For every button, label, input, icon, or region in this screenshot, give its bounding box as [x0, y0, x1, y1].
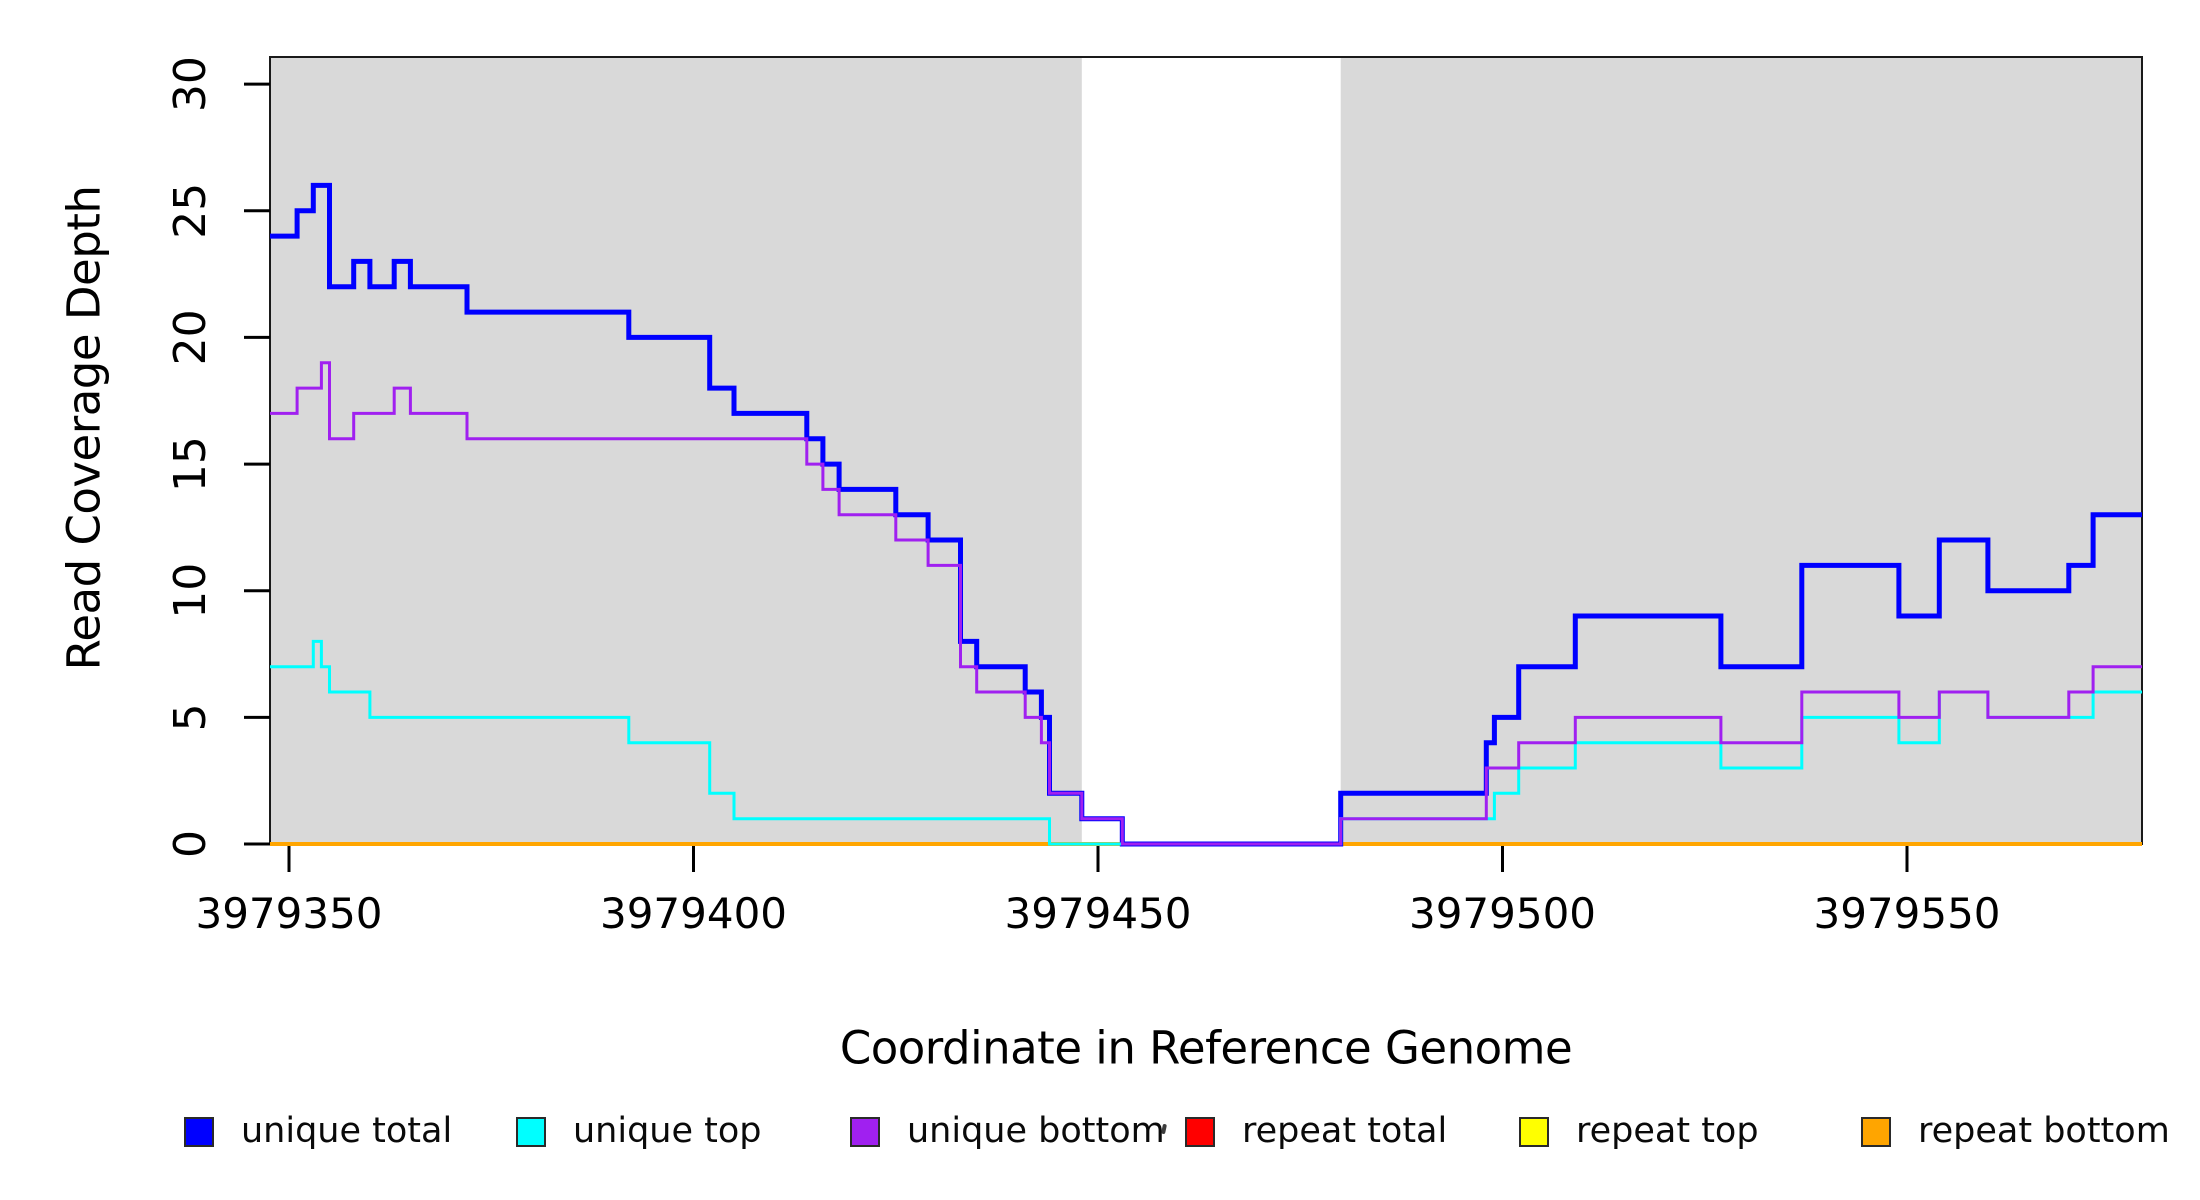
- y-axis-title: Read Coverage Depth: [57, 185, 111, 671]
- y-tick-label: 10: [165, 563, 216, 619]
- legend-swatch-repeat-top: [1519, 1117, 1549, 1147]
- legend-swatch-unique-bottom: [850, 1117, 880, 1147]
- series-unique-total: [270, 182, 2142, 847]
- legend-swatch-repeat-total: [1185, 1117, 1215, 1147]
- legend-label: repeat bottom: [1918, 1111, 2170, 1151]
- legend-swatch-repeat-bottom: [1861, 1117, 1891, 1147]
- x-tick-label: 3979400: [600, 889, 787, 938]
- legend-label: unique total: [241, 1111, 453, 1151]
- x-tick-label: 3979450: [1004, 889, 1191, 938]
- x-tick-label: 3979500: [1409, 889, 1596, 938]
- y-tick-label: 0: [165, 830, 216, 858]
- y-tick-label: 5: [165, 703, 216, 731]
- shaded-region: [270, 57, 1082, 844]
- legend-label: unique bottom: [907, 1111, 1165, 1151]
- legend-item-repeat-bottom: repeat bottom: [1861, 1111, 2170, 1152]
- x-axis-title: Coordinate in Reference Genome: [839, 1021, 1573, 1075]
- legend-item-unique-top: unique top: [516, 1111, 762, 1152]
- legend-label: repeat top: [1576, 1111, 1759, 1151]
- legend-label: repeat total: [1242, 1111, 1448, 1151]
- legend-swatch-unique-top: [516, 1117, 546, 1147]
- y-tick-label: 20: [165, 309, 216, 365]
- y-tick-label: 15: [165, 436, 216, 492]
- legend-item-repeat-top: repeat top: [1519, 1111, 1759, 1152]
- legend-label: unique top: [573, 1111, 762, 1151]
- y-tick-label: 25: [165, 183, 216, 239]
- legend-swatch-unique-total: [184, 1117, 214, 1147]
- y-tick-label: 30: [165, 56, 216, 112]
- legend-item-unique-total: unique total: [184, 1111, 453, 1152]
- legend-item-unique-bottom: unique bottom: [850, 1111, 1165, 1152]
- shaded-region: [1340, 57, 2142, 844]
- x-tick-label: 3979350: [195, 889, 382, 938]
- series-unique-bottom: [270, 361, 2142, 846]
- legend-item-repeat-total: repeat total: [1185, 1111, 1448, 1152]
- x-tick-label: 3979550: [1813, 889, 2000, 938]
